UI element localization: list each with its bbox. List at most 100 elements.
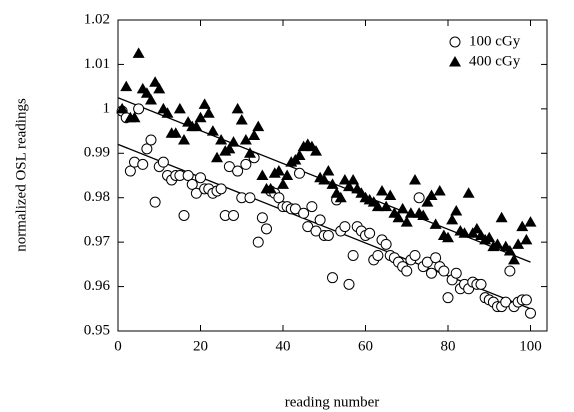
point	[310, 225, 322, 237]
point	[401, 265, 413, 277]
point	[413, 192, 425, 204]
legend-label: 100 cGy	[469, 33, 521, 49]
point	[281, 169, 294, 180]
point	[462, 187, 475, 198]
point	[178, 209, 190, 221]
point	[252, 236, 264, 248]
point	[470, 222, 483, 234]
point	[524, 216, 537, 227]
point	[475, 278, 487, 290]
point	[417, 209, 430, 220]
point	[137, 158, 149, 170]
point	[376, 185, 388, 196]
point	[277, 178, 289, 189]
point	[272, 165, 285, 176]
point	[504, 265, 516, 277]
point	[169, 127, 182, 138]
point	[495, 211, 508, 223]
point	[404, 207, 417, 218]
point	[409, 249, 421, 261]
point	[211, 151, 223, 163]
point	[244, 192, 256, 204]
point	[339, 221, 351, 233]
y-tick-label: 0.98	[84, 189, 110, 205]
point	[298, 207, 310, 219]
point	[232, 165, 244, 177]
point	[239, 133, 252, 145]
point	[116, 102, 129, 114]
point	[338, 173, 351, 185]
point	[157, 156, 169, 168]
legend-marker	[449, 56, 461, 67]
point	[392, 211, 405, 223]
point	[429, 218, 442, 229]
point	[364, 227, 376, 239]
point	[442, 292, 454, 304]
point	[132, 47, 145, 58]
point	[380, 200, 393, 212]
x-tick-label: 60	[358, 338, 373, 354]
point	[264, 182, 277, 194]
point	[140, 87, 153, 98]
point	[227, 136, 240, 147]
point	[256, 169, 269, 180]
x-tick-label: 100	[519, 338, 542, 354]
point	[310, 145, 322, 156]
point	[235, 113, 248, 125]
y-tick-label: 0.95	[84, 322, 110, 338]
point	[500, 296, 512, 308]
point	[223, 161, 235, 173]
point	[190, 187, 202, 199]
plot-frame	[117, 19, 548, 332]
x-tick-label: 80	[441, 338, 456, 354]
y-axis-label: normalized OSL readings	[13, 98, 29, 252]
point	[430, 252, 442, 264]
point	[198, 98, 211, 109]
point	[512, 238, 525, 249]
y-tick-label: 1.02	[84, 11, 110, 27]
point	[306, 201, 318, 213]
point	[318, 173, 331, 185]
point	[248, 129, 261, 141]
point	[372, 249, 384, 261]
point	[149, 196, 161, 208]
point	[178, 133, 190, 145]
point	[223, 142, 236, 154]
point	[293, 149, 306, 161]
point	[491, 238, 504, 249]
point	[508, 253, 520, 265]
point	[195, 172, 206, 184]
point	[145, 93, 157, 105]
point	[327, 272, 338, 284]
point	[483, 231, 496, 243]
point	[400, 216, 413, 227]
point	[314, 214, 326, 226]
point	[380, 238, 392, 250]
point	[182, 170, 194, 181]
x-tick-label: 20	[193, 338, 208, 354]
point	[206, 125, 219, 136]
point	[153, 82, 166, 94]
point	[450, 267, 462, 279]
point	[289, 203, 301, 215]
y-tick-label: 0.99	[84, 145, 110, 161]
point	[347, 249, 359, 261]
point	[371, 200, 384, 212]
point	[384, 189, 397, 200]
point	[425, 189, 438, 200]
point	[120, 80, 133, 92]
point	[256, 212, 268, 224]
y-tick-label: 0.97	[84, 234, 111, 250]
point	[421, 256, 433, 268]
point	[516, 220, 529, 232]
point	[273, 192, 285, 204]
y-tick-label: 1	[103, 100, 111, 116]
point	[302, 221, 314, 233]
point	[525, 307, 536, 319]
x-tick-label: 0	[114, 338, 122, 354]
point	[458, 227, 471, 238]
point	[240, 158, 252, 170]
point	[149, 76, 162, 87]
legend-marker	[449, 36, 461, 48]
